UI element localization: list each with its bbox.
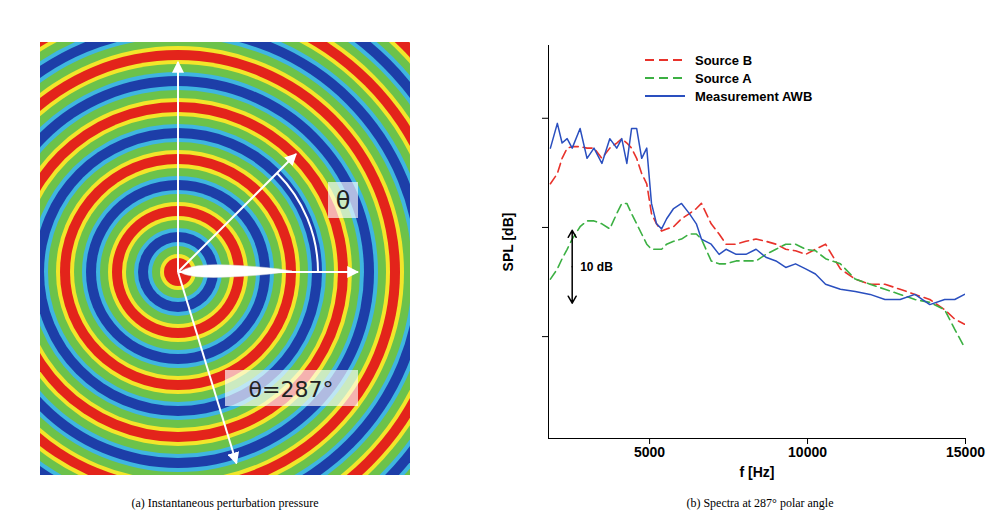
svg-text:θ=287°: θ=287° [249,377,334,402]
svg-text:θ: θ [336,187,351,215]
html-text:Source B: Source B [695,52,753,68]
svg-text:10000: 10000 [788,444,827,460]
html-text:(b) Spectra at 287° polar angl: (b) Spectra at 287° polar angle [686,496,834,510]
html-text:Measurement AWB: Measurement AWB [695,88,813,104]
svg-text:15000: 15000 [946,444,985,460]
svg-text:10 dB: 10 dB [580,260,613,274]
html-text:Source A: Source A [695,70,752,86]
svg-text:5000: 5000 [634,444,665,460]
html-text:(a) Instantaneous perturbation: (a) Instantaneous perturbation pressure [131,496,319,510]
svg-text:f [Hz]: f [Hz] [740,464,775,480]
svg-text:SPL [dB]: SPL [dB] [500,213,516,272]
